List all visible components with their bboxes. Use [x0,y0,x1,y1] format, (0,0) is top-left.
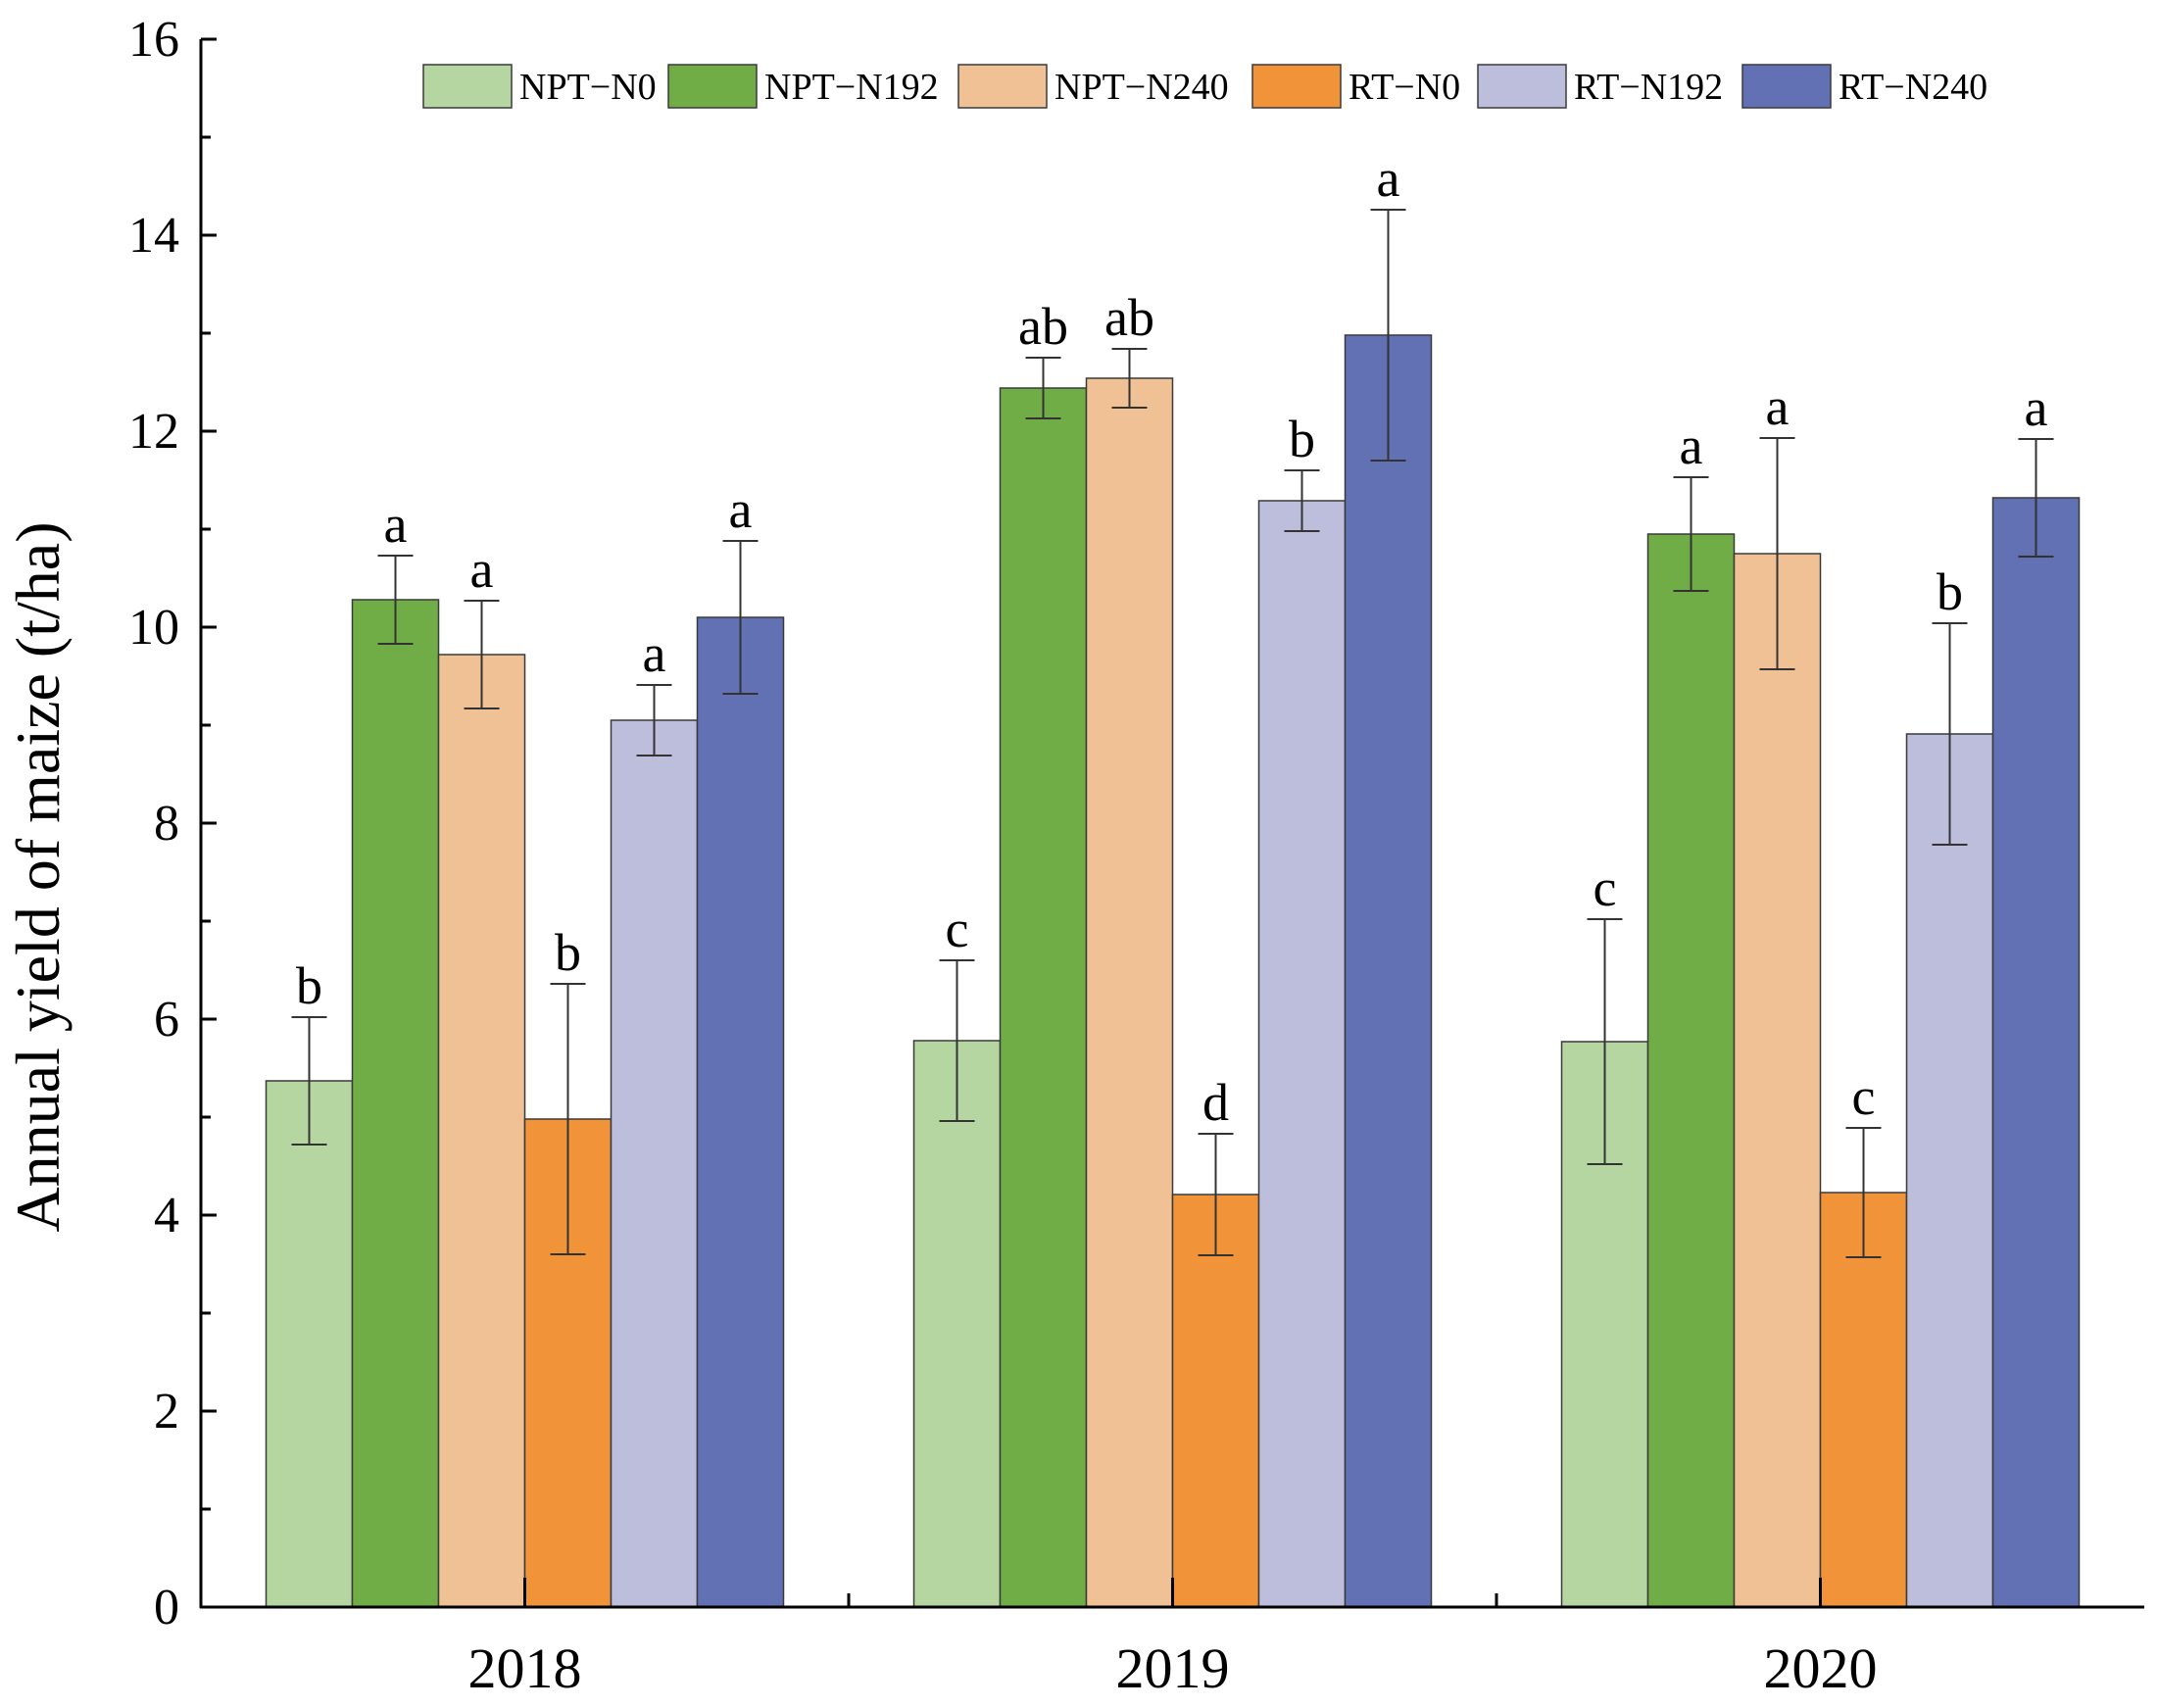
significance-label: a [384,495,408,554]
significance-label: b [1937,562,1963,621]
bar-2018-npt-n0 [265,1080,354,1608]
legend-item: RT−N0 [1251,64,1460,109]
y-tick-label: 16 [128,12,179,68]
x-tick-label: 2019 [1116,1636,1230,1700]
legend-swatch [957,64,1048,109]
error-bar [1370,209,1406,462]
bar-2020-rt-n192 [1905,733,1994,1608]
bar-2019-rt-n240 [1344,334,1433,1608]
significance-label: b [555,923,581,982]
y-axis-title: Annual yield of maize (t/ha) [3,521,73,1232]
error-bar [291,1016,327,1146]
error-bar [464,600,500,709]
bar-2018-npt-n240 [437,654,526,1608]
legend-label: NPT−N240 [1054,67,1229,108]
significance-label: a [470,540,494,599]
significance-label: ab [1104,288,1154,347]
legend-swatch [1251,64,1342,109]
legend-item: RT−N240 [1741,64,1987,109]
bar-2019-rt-n192 [1257,500,1347,1608]
error-bar [1932,622,1968,846]
error-bar [1284,469,1320,532]
legend-label: NPT−N0 [519,67,657,108]
error-bars-layer [291,209,2054,1258]
error-bar [1673,476,1709,592]
y-tick-label: 4 [154,1188,179,1244]
significance-label: a [1766,377,1790,436]
error-bar [636,684,672,756]
bar-2020-npt-n240 [1733,553,1822,1608]
legend-label: RT−N0 [1349,67,1460,108]
bar-2020-rt-n240 [1991,497,2081,1608]
bars-layer [265,334,2081,1608]
bar-2018-npt-n192 [351,599,440,1608]
bar-2018-rt-n240 [696,616,785,1608]
significance-label: b [1289,410,1315,468]
significance-label: ab [1018,297,1068,356]
y-tick-label: 0 [154,1580,179,1635]
significance-label: a [1377,149,1400,208]
bar-2019-rt-n0 [1171,1194,1260,1608]
bar-2019-npt-n240 [1085,377,1174,1608]
legend-swatch [1741,64,1832,109]
y-tick-label: 12 [128,404,179,460]
y-tick-label: 8 [154,796,179,852]
significance-label: c [1852,1067,1876,1126]
legend-swatch [422,64,513,109]
legend-item: NPT−N192 [667,64,939,109]
legend-label: RT−N192 [1574,67,1723,108]
significance-label: d [1202,1073,1229,1132]
y-tick-label: 2 [154,1384,179,1440]
significance-label: a [643,624,666,683]
error-bar [1587,918,1623,1165]
significance-label: a [1680,416,1703,475]
y-tick-label: 14 [128,208,179,264]
error-bar [550,983,586,1255]
legend-label: NPT−N192 [764,67,939,108]
error-bar [722,540,759,695]
legend-label: RT−N240 [1839,67,1987,108]
error-bar [377,555,414,645]
legend: NPT−N0 NPT−N192 NPT−N240 RT−N0 RT−N192 RT−N24… [422,64,1987,109]
bar-2020-npt-n192 [1646,533,1736,1608]
bar-2018-rt-n192 [610,719,699,1608]
legend-item: NPT−N240 [957,64,1229,109]
significance-label: c [946,900,969,958]
significance-label: b [296,956,322,1015]
error-bar [1845,1127,1882,1258]
error-bar [1025,357,1061,419]
y-tick-label: 6 [154,992,179,1048]
x-tick-label: 2018 [468,1636,582,1700]
x-tick-label: 2020 [1764,1636,1878,1700]
legend-item: NPT−N0 [422,64,657,109]
error-bar [1198,1133,1234,1256]
error-bar [939,959,975,1122]
legend-swatch [667,64,758,109]
significance-label: c [1594,858,1617,917]
legend-swatch [1477,64,1567,109]
error-bar [1759,437,1795,670]
significance-label: a [729,480,753,539]
y-tick-label: 10 [128,600,179,656]
axes-layer: 0 2 4 6 8 10 12 14 16 2018 2019 2020 [128,12,2144,1700]
bar-2019-npt-n0 [912,1040,1002,1608]
bar-2019-npt-n192 [999,387,1088,1608]
error-bar [1111,348,1148,409]
legend-item: RT−N192 [1477,64,1723,109]
error-bar [2018,438,2054,558]
significance-label: a [2025,378,2048,437]
